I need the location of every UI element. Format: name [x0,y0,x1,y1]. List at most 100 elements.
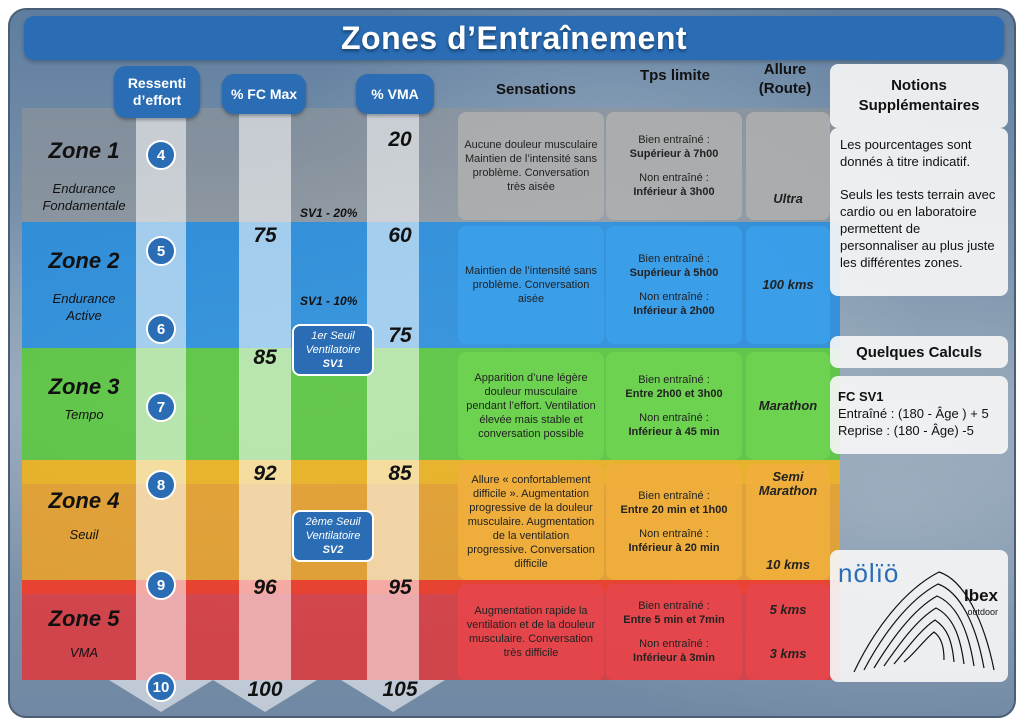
zone-subtitle: VMA [69,645,99,660]
rpe-header: Ressenti d’effort [114,66,200,118]
calc-line-trained: Entraîné : (180 - Âge ) + 5 [838,406,989,421]
sensations-header: Sensations [495,81,577,98]
tps-untrained-value: Inférieur à 20 min [628,542,720,554]
logo-box: nölïö Ibex outdoor [830,550,1008,682]
sv1-line3: SV1 [322,358,344,370]
sv2-line1: 2ème Seuil [305,516,361,528]
sv1-box: 1er Seuil Ventilatoire SV1 [292,324,374,376]
vma-value: 75 [388,324,412,347]
rpe-value: 5 [146,236,176,266]
tps-zone1: Bien entraîné : Supérieur à 7h00 Non ent… [606,112,742,220]
tps-untrained-value: Inférieur à 3min [633,652,715,664]
fc-value: 96 [253,576,277,599]
allure-zone3: Marathon [746,352,830,460]
sensations-zone4: Allure « confortablement difficile ». Au… [458,464,604,580]
page-title: Zones d’Entraînement [340,19,688,56]
tps-zone4: Bien entraîné : Entre 20 min et 1h00 Non… [606,464,742,580]
rpe-value: 8 [146,470,176,500]
calc-title: Quelques Calculs [830,336,1008,368]
zone-subtitle: Endurance Active [52,291,116,323]
vma-value: 60 [388,224,412,247]
fc-value: 92 [253,462,277,485]
sensations-zone5: Augmentation rapide la ventilation et de… [458,584,604,680]
vma-header: % VMA [356,74,434,114]
sensations-zone1: Aucune douleur musculaire Maintien de l’… [458,112,604,220]
zone2-label: Zone 2 Endurance Active [34,248,134,324]
mountain-contour-icon [853,571,995,673]
notions-title: Notions Supplémentaires [830,64,1008,128]
sv2-line2: Ventilatoire [305,530,361,542]
allure-zone1: Ultra [746,112,830,220]
ibex-sub: outdoor [967,607,998,617]
rpe-value: 9 [146,570,176,600]
allure-5k: 5 kms [769,602,807,617]
allure-semi: Semi Marathon [758,469,818,498]
rpe-value: 4 [146,140,176,170]
allure-zone4: Semi Marathon 10 kms [746,464,830,580]
zone4-label: Zone 4 Seuil [34,488,134,543]
sv2-box: 2ème Seuil Ventilatoire SV2 [292,510,374,562]
zone-title: Zone 5 [48,606,120,631]
fc-header: % FC Max [222,74,306,114]
rpe-value: 6 [146,314,176,344]
sv1-minus-10-label: SV1 - 10% [300,294,358,308]
notions-paragraph-1: Les pourcentages sont donnés à titre ind… [840,137,972,169]
tps-trained-label: Bien entraîné : [638,253,710,265]
tps-untrained-label: Non entraîné : [639,528,709,540]
zone1-label: Zone 1 Endurance Fondamentale [34,138,134,214]
allure-10k: 10 kms [765,557,811,572]
allure-3k: 3 kms [769,646,807,661]
tps-trained-label: Bien entraîné : [638,374,710,386]
fc-track [239,106,291,680]
sensations-zone3: Apparition d’une légère douleur musculai… [458,352,604,460]
ibex-logo: Ibex outdoor [963,586,998,620]
zone-subtitle: Endurance Fondamentale [42,181,126,213]
training-zones-board: Zones d’Entraînement Ressenti d’effort %… [8,8,1016,718]
allure-header: Allure (Route) [758,61,812,97]
vma-value: 85 [388,462,412,485]
zone3-label: Zone 3 Tempo [34,374,134,423]
tps-trained-value: Entre 5 min et 7min [623,614,725,626]
tps-trained-label: Bien entraîné : [638,600,710,612]
vma-value: 105 [382,678,418,701]
notions-box: Les pourcentages sont donnés à titre ind… [830,128,1008,296]
rpe-value: 7 [146,392,176,422]
sv1-line1: 1er Seuil [311,330,355,342]
allure-zone2: 100 kms [746,226,830,344]
tps-trained-label: Bien entraîné : [638,134,710,146]
tps-zone2: Bien entraîné : Supérieur à 5h00 Non ent… [606,226,742,344]
calc-box: FC SV1 Entraîné : (180 - Âge ) + 5 Repri… [830,376,1008,454]
tps-untrained-value: Inférieur à 45 min [628,426,720,438]
vma-value: 95 [388,576,412,599]
fc-value: 100 [247,678,283,701]
fc-value: 75 [253,224,277,247]
tps-untrained-label: Non entraîné : [639,291,709,303]
zone-subtitle: Seuil [69,527,99,542]
zone-title: Zone 1 [48,138,120,163]
zone-subtitle: Tempo [64,407,104,422]
vma-value: 20 [388,128,412,151]
zone-title: Zone 4 [48,488,120,513]
tps-untrained-value: Inférieur à 2h00 [633,305,715,317]
ibex-name: Ibex [963,586,998,605]
tps-trained-value: Supérieur à 7h00 [629,148,719,160]
tps-untrained-label: Non entraîné : [639,172,709,184]
nolio-logo: nölïö [838,558,900,588]
sv2-line3: SV2 [322,544,344,556]
tps-trained-value: Entre 20 min et 1h00 [620,504,728,516]
tps-untrained-label: Non entraîné : [639,638,709,650]
sv1-line2: Ventilatoire [305,344,361,356]
fc-value: 85 [253,346,277,369]
vma-arrow-down-icon [341,680,445,712]
sv1-minus-20-label: SV1 - 20% [300,206,358,220]
tps-untrained-label: Non entraîné : [639,412,709,424]
notions-paragraph-2: Seuls les tests terrain avec cardio ou e… [840,187,996,270]
zone5-label: Zone 5 VMA [34,606,134,661]
tps-zone3: Bien entraîné : Entre 2h00 et 3h00 Non e… [606,352,742,460]
sensations-zone2: Maintien de l’intensité sans problème. C… [458,226,604,344]
zone-title: Zone 3 [48,374,120,399]
calc-fc-title: FC SV1 [838,389,884,404]
rpe-value: 10 [146,672,176,702]
tps-trained-label: Bien entraîné : [638,490,710,502]
allure-zone5: 5 kms 3 kms [746,584,830,680]
